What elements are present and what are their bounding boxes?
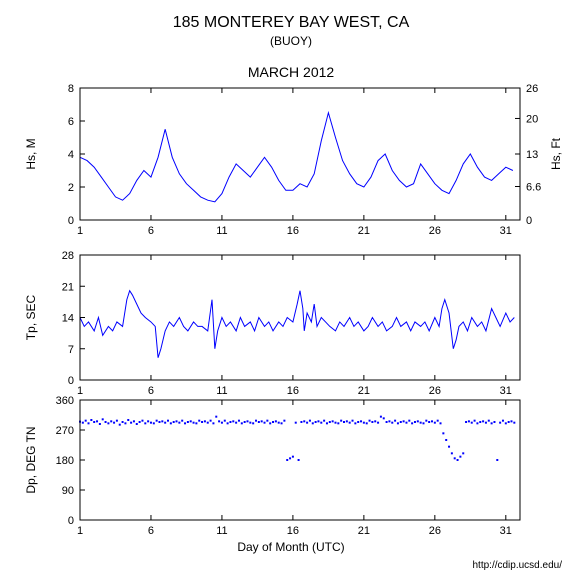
svg-text:14: 14 (62, 313, 74, 325)
svg-text:16: 16 (287, 225, 299, 237)
svg-text:0: 0 (68, 375, 74, 387)
svg-text:21: 21 (358, 525, 370, 537)
svg-text:6: 6 (148, 525, 154, 537)
svg-text:0: 0 (526, 215, 532, 227)
svg-text:28: 28 (62, 250, 74, 262)
svg-text:1: 1 (77, 385, 83, 397)
svg-text:Hs, Ft: Hs, Ft (549, 137, 563, 170)
svg-text:90: 90 (62, 485, 74, 497)
svg-text:1: 1 (77, 525, 83, 537)
chart-container: 185 MONTEREY BAY WEST, CA (BUOY) MARCH 2… (0, 0, 582, 581)
svg-text:21: 21 (358, 385, 370, 397)
svg-text:31: 31 (500, 385, 512, 397)
svg-text:16: 16 (287, 525, 299, 537)
svg-text:7: 7 (68, 344, 74, 356)
svg-text:11: 11 (216, 225, 227, 237)
svg-text:26: 26 (526, 83, 538, 95)
svg-text:360: 360 (56, 395, 74, 407)
svg-text:13: 13 (526, 149, 538, 161)
svg-text:0: 0 (68, 215, 74, 227)
svg-text:20: 20 (526, 113, 538, 125)
svg-text:6: 6 (148, 385, 154, 397)
plot-svg: 0246806.6132026161116212631Hs, MHs, Ft07… (0, 0, 582, 581)
svg-text:1: 1 (77, 225, 83, 237)
svg-text:Dp, DEG TN: Dp, DEG TN (24, 426, 38, 493)
svg-text:11: 11 (216, 525, 227, 537)
svg-text:26: 26 (429, 225, 441, 237)
svg-text:6.6: 6.6 (526, 181, 541, 193)
svg-text:11: 11 (216, 385, 227, 397)
svg-text:31: 31 (500, 225, 512, 237)
svg-text:Hs, M: Hs, M (24, 138, 38, 169)
svg-text:8: 8 (68, 83, 74, 95)
svg-text:2: 2 (68, 182, 74, 194)
svg-text:31: 31 (500, 525, 512, 537)
xaxis-label: Day of Month (UTC) (0, 540, 582, 554)
svg-text:6: 6 (68, 116, 74, 128)
svg-text:21: 21 (358, 225, 370, 237)
svg-text:4: 4 (68, 149, 74, 161)
attribution: http://cdip.ucsd.edu/ (472, 560, 562, 571)
svg-text:26: 26 (429, 385, 441, 397)
svg-text:26: 26 (429, 525, 441, 537)
svg-text:Tp, SEC: Tp, SEC (24, 295, 38, 341)
svg-text:0: 0 (68, 515, 74, 527)
svg-text:16: 16 (287, 385, 299, 397)
svg-text:270: 270 (56, 425, 74, 437)
svg-text:21: 21 (62, 281, 74, 293)
svg-text:6: 6 (148, 225, 154, 237)
svg-text:180: 180 (56, 455, 74, 467)
